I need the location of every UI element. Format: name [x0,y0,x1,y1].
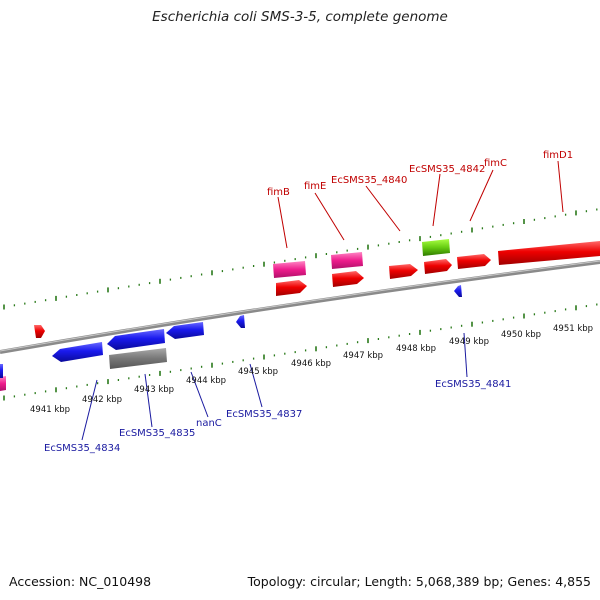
gene-EcSMS35_4840 [389,264,418,279]
label-EcSMS35_4835: EcSMS35_4835 [119,428,195,439]
label-nanC: nanC [196,418,222,429]
label-fimE: fimE [304,181,326,192]
leader-EcSMS35_4837 [249,363,263,408]
leader-fimC [469,169,494,222]
kbp-label: 4948 kbp [396,344,436,354]
leader-fimD1 [557,160,564,213]
label-leaders [81,160,564,441]
kbp-label: 4944 kbp [186,376,226,386]
gene-EcSMS35_4834 [52,342,103,362]
genome-backbone-highlight [0,260,600,352]
feature-pink-1 [273,261,306,278]
kbp-label: 4943 kbp [134,385,174,395]
label-EcSMS35_4841: EcSMS35_4841 [435,379,511,390]
feature-green [422,239,450,256]
top-gene-labels: fimB fimE EcSMS35_4840 EcSMS35_4842 fimC… [267,150,573,198]
leader-EcSMS35_4834 [81,379,98,441]
top-tick-row [3,208,598,310]
kbp-label: 4945 kbp [238,367,278,377]
pseudo-gene [109,348,167,369]
genome-summary: Topology: circular; Length: 5,068,389 bp… [247,574,591,589]
reverse-genes [0,285,462,378]
gene-EcSMS35_4835 [107,329,165,350]
bottom-tick-row [3,303,598,401]
kbp-label: 4947 kbp [343,351,383,361]
label-fimD1: fimD1 [543,150,573,161]
leader-fimB [277,196,288,249]
label-fimC: fimC [484,158,507,169]
accession-text: Accession: NC_010498 [9,574,152,589]
kbp-label: 4941 kbp [30,405,70,415]
feature-pink-left [0,376,6,391]
gene-nanC [166,322,204,339]
leader-fimE [314,192,345,241]
label-EcSMS35_4834: EcSMS35_4834 [44,443,120,454]
gene-fimD1 [498,241,600,265]
kbp-label: 4950 kbp [501,330,541,340]
leader-EcSMS35_4842 [432,173,441,227]
gene-EcSMS35_4842 [424,259,452,274]
bottom-gene-labels: EcSMS35_4834 EcSMS35_4835 nanC EcSMS35_4… [44,379,511,454]
rna-genes [0,252,363,391]
gene-EcSMS35_4841 [454,285,462,297]
leader-EcSMS35_4835 [144,373,153,428]
gene-EcSMS35_4837 [236,315,245,328]
leader-EcSMS35_4840 [365,185,401,232]
gene-fimC [457,254,491,269]
leader-nanC [190,371,209,418]
kbp-label: 4946 kbp [291,359,331,369]
genome-backbone [0,260,600,354]
gene-fimE [332,271,364,287]
label-fimB: fimB [267,187,290,198]
label-EcSMS35_4840: EcSMS35_4840 [331,175,407,186]
feature-pink-2 [331,252,363,269]
gene-fimB [276,280,307,296]
label-EcSMS35_4837: EcSMS35_4837 [226,409,302,420]
forward-genes [34,241,600,338]
kbp-label: 4951 kbp [553,324,593,334]
gene-left-edge [0,364,3,378]
leader-EcSMS35_4841 [463,332,468,378]
gene-left-small [34,325,45,338]
label-EcSMS35_4842: EcSMS35_4842 [409,164,485,175]
kbp-label: 4942 kbp [82,395,122,405]
kbp-labels: 4941 kbp 4942 kbp 4943 kbp 4944 kbp 4945… [30,324,593,415]
kbp-label: 4949 kbp [449,337,489,347]
map-title: Escherichia coli SMS-3-5, complete genom… [152,9,448,25]
